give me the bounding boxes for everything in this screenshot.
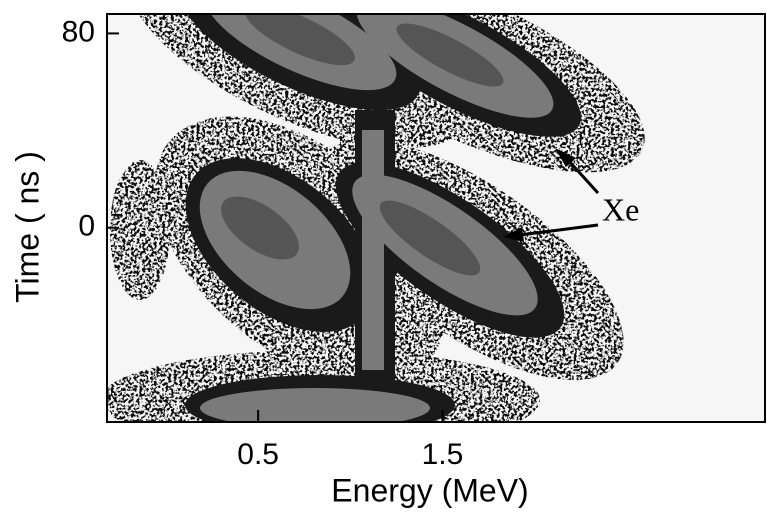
x-tick-label: 0.5 <box>237 438 279 471</box>
x-tick-label: 1.5 <box>422 438 464 471</box>
y-tick-label: 80 <box>62 15 95 48</box>
y-tick-label: 0 <box>78 210 95 243</box>
annotation: Xe <box>602 191 639 227</box>
y-axis-label: Time ( ns ) <box>9 151 45 303</box>
annotation-arrows <box>503 148 600 242</box>
x-axis-label: Energy (MeV) <box>331 472 528 508</box>
plot-frame <box>106 13 766 423</box>
high-density <box>221 14 504 276</box>
density-field <box>107 14 645 422</box>
